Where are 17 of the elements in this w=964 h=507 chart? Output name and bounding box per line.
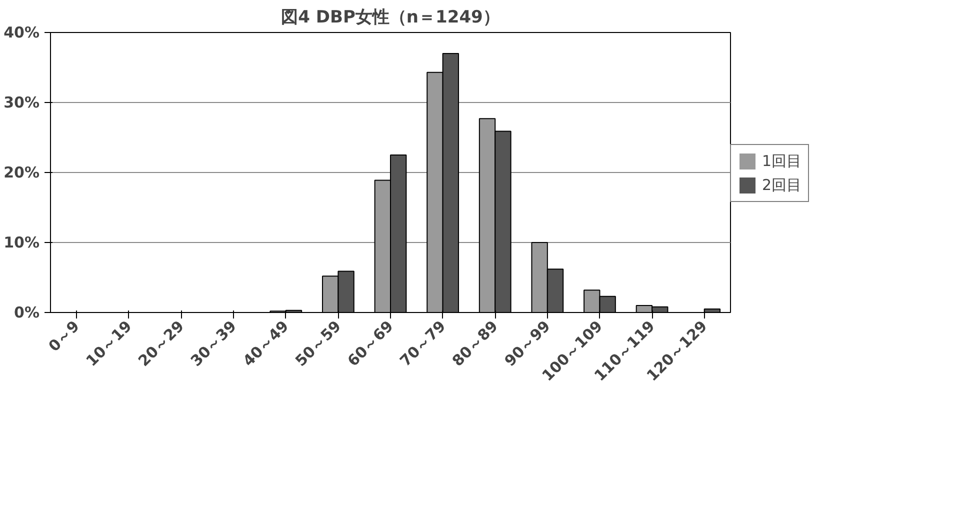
legend-label: 2回目 (762, 176, 802, 194)
legend-label: 1回目 (762, 152, 802, 170)
x-tick-label: 80～89 (448, 317, 502, 370)
x-tick-label: 60～69 (344, 317, 397, 370)
x-tick-label: 40～49 (239, 317, 292, 370)
x-tick-label: 30～39 (187, 317, 240, 370)
y-tick-label: 30% (4, 94, 40, 112)
x-tick-label: 0～9 (44, 317, 84, 356)
x-tick-label: 20～29 (134, 317, 188, 370)
x-tick-label: 10～19 (82, 317, 136, 370)
y-tick-label: 40% (4, 24, 40, 42)
x-tick-label: 70～79 (396, 317, 450, 370)
y-tick-label: 20% (4, 164, 40, 182)
y-tick-label: 0% (14, 304, 40, 322)
chart-title: 図4 DBP女性（n＝1249） (281, 8, 500, 28)
y-tick-label: 10% (4, 234, 40, 252)
x-tick-label: 50～59 (292, 317, 345, 370)
